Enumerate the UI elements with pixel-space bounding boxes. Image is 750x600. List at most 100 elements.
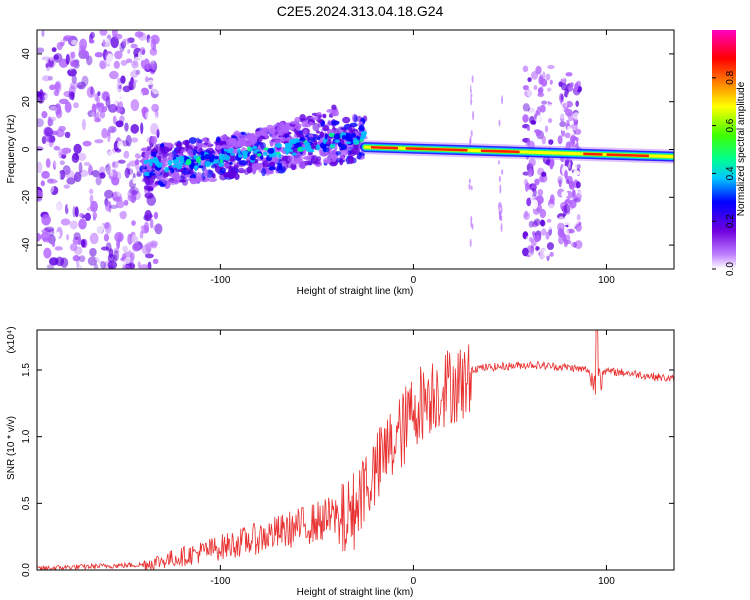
spectrogram-blob <box>575 223 582 232</box>
spectrogram-blob <box>54 171 61 181</box>
spectrogram-blob <box>59 160 65 166</box>
spectrogram-blob <box>105 166 113 174</box>
spectrogram-blob <box>49 105 59 113</box>
spectrogram-blob <box>237 167 245 174</box>
spectrogram-blob <box>574 240 583 250</box>
spectrogram-blob <box>135 69 141 75</box>
narrow-line-peak <box>405 147 468 152</box>
spectrogram-blob <box>134 31 144 38</box>
spectrogram-blob <box>37 142 41 147</box>
spectrogram-blob <box>93 263 99 269</box>
spectrogram-blob <box>149 218 154 229</box>
spectrogram-blob <box>79 38 88 51</box>
spectrogram-blob <box>107 130 111 143</box>
spectrogram-blob <box>498 210 501 215</box>
spectrogram-blob <box>122 264 131 269</box>
spectrogram-blob <box>139 231 144 239</box>
spectrogram-blob <box>144 76 149 83</box>
spectrogram-blob <box>305 144 312 150</box>
spectrogram-blob <box>558 178 562 188</box>
colorbar: 0.0 0.2 0.4 0.6 0.8 Normalized spectral ampl… <box>712 30 747 276</box>
spectrogram-blob <box>95 102 105 108</box>
spectrogram-blob <box>149 162 153 167</box>
spectrogram-blob <box>154 108 159 120</box>
spectrogram-blob <box>226 150 233 154</box>
spectrogram-blob <box>152 240 162 246</box>
snr-panel: -100 0 100 0.0 0.5 1.0 1.5 Height of straight… <box>6 326 675 598</box>
spectrogram-blob <box>575 192 582 203</box>
spectrogram-blob <box>93 223 104 235</box>
spectrogram-blob <box>522 103 530 112</box>
spectrogram-blob <box>89 65 96 76</box>
spectrogram-blob <box>64 169 75 179</box>
spectrogram-blob <box>558 216 565 224</box>
spectrogram-blob <box>144 221 150 234</box>
spectrogram-blob <box>569 199 577 209</box>
spectrogram-blob <box>277 153 282 159</box>
spectrogram-blob <box>572 163 578 172</box>
spectrogram-blob <box>233 164 239 170</box>
spectrogram-blob <box>93 117 102 123</box>
spectrogram-blob <box>55 108 63 119</box>
spectrogram-blob <box>558 236 564 245</box>
spectrogram-blob <box>74 118 81 128</box>
spectrogram-blob <box>470 97 473 106</box>
spectrogram-blob <box>567 111 575 122</box>
spectrogram-blob <box>572 112 580 120</box>
spectrogram-blob <box>196 139 203 144</box>
spectrogram-blob <box>88 39 95 44</box>
spectrogram-blob <box>576 214 581 221</box>
spectrogram-blob <box>184 139 190 148</box>
spectrogram-blob <box>134 159 140 166</box>
spectrogram-blob <box>167 160 173 167</box>
spectrogram-blob <box>144 253 154 259</box>
spectrogram-blob <box>81 119 86 131</box>
spectrogram-blob <box>116 206 121 213</box>
spectrogram-blob <box>41 136 47 145</box>
spectrogram-blob <box>108 265 114 269</box>
spectrogram-blob <box>200 155 205 161</box>
spectrogram-blob <box>82 140 92 147</box>
spectrogram-blob <box>301 120 309 128</box>
spectrogram-blob <box>120 90 126 101</box>
snr-x-ticks: -100 0 100 <box>210 330 615 587</box>
spectrogram-blob <box>335 151 342 156</box>
spectrogram-blob <box>179 149 187 153</box>
spectrogram-blob <box>246 166 253 174</box>
spectrogram-blob <box>564 240 572 245</box>
spectrogram-blob <box>156 162 163 168</box>
spectrogram-blob <box>536 236 542 241</box>
spectrogram-blob <box>127 79 137 91</box>
spectrogram-blob <box>104 222 110 230</box>
spectrogram-blob <box>216 136 221 143</box>
spectrogram-blob <box>240 134 248 141</box>
colorbar-ticks: 0.0 0.2 0.4 0.6 0.8 <box>712 70 736 276</box>
spectrogram-blob <box>73 246 83 255</box>
spectrogram-blob <box>118 85 122 90</box>
spectrogram-blob <box>140 185 144 196</box>
spectrogram-blob <box>125 58 133 64</box>
spectrogram-blob <box>291 152 297 156</box>
spectrogram-blob <box>91 151 99 156</box>
spectrogram-blob <box>316 111 322 116</box>
colorbar-tick-label: 0.8 <box>725 70 736 84</box>
spectrogram-blob <box>145 242 152 253</box>
spectrogram-blob <box>74 206 79 218</box>
spectrogram-blob <box>143 171 151 176</box>
spectrogram-blob <box>223 163 230 168</box>
spectrogram-blob <box>547 203 556 214</box>
spectrogram-blob <box>527 77 532 83</box>
spectrogram-blob <box>218 153 225 158</box>
spectrogram-blob <box>101 127 108 139</box>
spectrogram-blob <box>327 119 332 126</box>
spectrogram-blob <box>529 167 534 175</box>
spectrogram-blob <box>110 36 119 49</box>
spectrogram-blob <box>69 220 78 230</box>
spectrogram-blob <box>105 163 111 175</box>
spectrogram-blob <box>547 118 553 124</box>
spectrogram-y-tick-label: -40 <box>21 237 32 252</box>
spectrogram-blob <box>64 101 72 113</box>
spectrogram-blob <box>547 64 555 70</box>
spectrogram-blob <box>116 81 123 93</box>
spectrogram-blob <box>262 151 268 156</box>
